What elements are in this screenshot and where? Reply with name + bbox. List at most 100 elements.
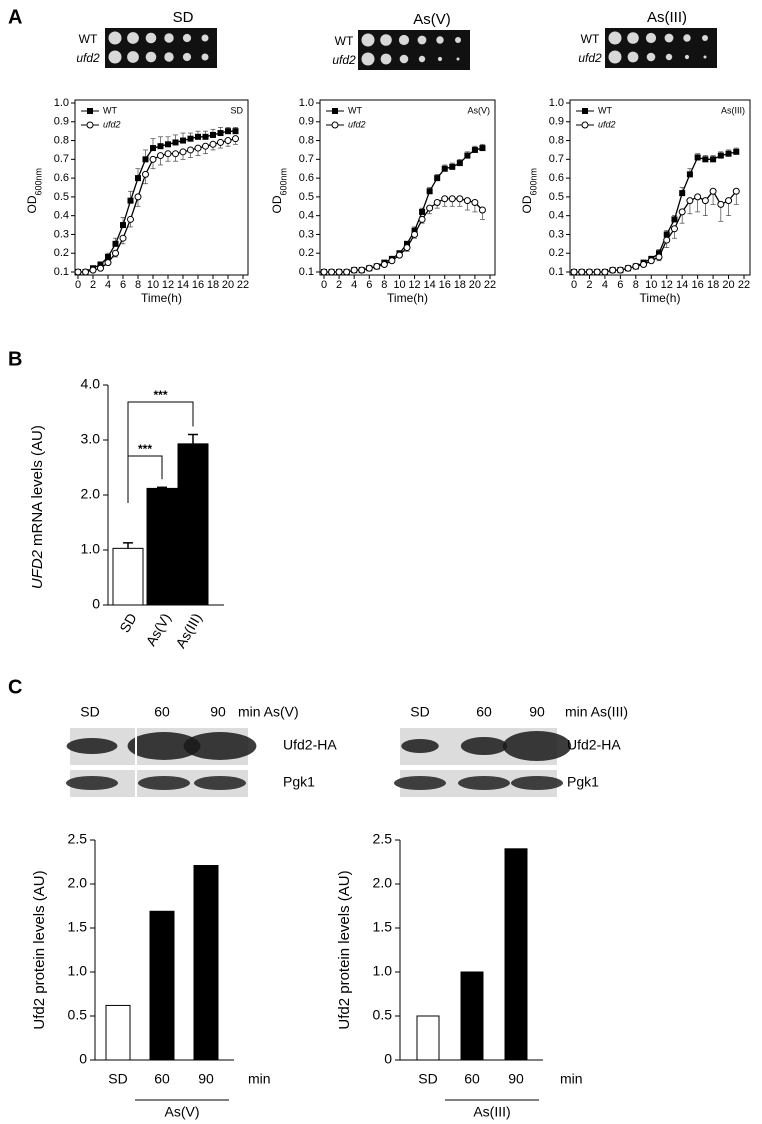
x-tick-label: 90 xyxy=(198,1071,214,1087)
band xyxy=(66,738,118,754)
spot xyxy=(645,32,657,44)
marker xyxy=(180,137,186,144)
spot xyxy=(665,53,673,61)
x-tick-label: 0 xyxy=(75,279,81,291)
strain-label: WT xyxy=(335,34,354,48)
marker xyxy=(74,268,82,276)
marker xyxy=(678,208,686,216)
y-tick-label: 0.7 xyxy=(54,153,69,165)
marker xyxy=(616,266,624,274)
marker xyxy=(225,128,231,135)
y-tick-label: 0.1 xyxy=(549,266,564,278)
y-tick-label: 0.8 xyxy=(549,134,564,146)
x-tick-label: 14 xyxy=(676,279,688,291)
band xyxy=(502,731,572,761)
plot-frame xyxy=(74,99,249,276)
y-tick-label: 0.9 xyxy=(549,116,564,128)
marker xyxy=(165,141,171,148)
y-tick-label: 0.9 xyxy=(54,116,69,128)
y-axis-label-subscript: 600nm xyxy=(33,168,43,196)
marker xyxy=(725,197,733,205)
spot xyxy=(418,55,426,63)
x-tick-label: 2 xyxy=(336,279,342,291)
marker xyxy=(456,160,463,167)
band xyxy=(138,776,190,790)
marker xyxy=(331,121,339,129)
marker xyxy=(395,251,403,259)
lane-label: SD xyxy=(410,704,429,720)
marker xyxy=(97,261,104,268)
series-line xyxy=(574,151,737,273)
spot xyxy=(164,52,174,62)
marker xyxy=(328,268,336,276)
spot xyxy=(456,57,460,61)
marker xyxy=(403,244,411,252)
marker xyxy=(209,140,217,148)
bar xyxy=(460,971,484,1061)
bar xyxy=(416,1015,440,1061)
series-line xyxy=(574,190,737,273)
y-tick-label: 0.1 xyxy=(299,266,314,278)
marker xyxy=(702,156,709,163)
x-tick-label: 12 xyxy=(661,279,673,291)
spot xyxy=(702,35,708,41)
y-tick-label: 0.3 xyxy=(299,228,314,240)
series-line xyxy=(324,198,483,273)
marker xyxy=(419,208,426,215)
marker xyxy=(320,268,328,276)
marker xyxy=(388,257,396,265)
marker xyxy=(426,204,434,212)
marker xyxy=(479,145,486,152)
marker xyxy=(112,249,119,257)
legend-label: WT xyxy=(598,105,612,115)
marker xyxy=(418,215,426,223)
significance-label: *** xyxy=(153,388,167,402)
marker xyxy=(172,150,179,158)
bar xyxy=(146,487,178,606)
y-tick-label: 0 xyxy=(92,596,100,612)
marker xyxy=(732,187,740,195)
marker xyxy=(448,195,456,203)
band xyxy=(183,732,257,760)
y-tick-label: 1.0 xyxy=(54,97,69,109)
legend-label: ufd2 xyxy=(103,119,121,129)
band xyxy=(460,737,508,755)
strain-label: ufd2 xyxy=(332,53,356,67)
marker xyxy=(120,222,126,229)
marker xyxy=(224,137,232,145)
bar xyxy=(177,443,209,606)
y-axis-label-gene: UFD2 xyxy=(29,549,46,589)
spot-image xyxy=(105,28,217,68)
spot xyxy=(436,36,444,44)
marker xyxy=(380,260,388,268)
lane-label: 90 xyxy=(529,704,545,720)
x-tick-label: 16 xyxy=(192,279,204,291)
marker xyxy=(449,163,456,170)
marker xyxy=(157,143,164,150)
spot xyxy=(683,34,691,42)
series-line xyxy=(78,130,236,273)
marker xyxy=(478,206,486,214)
y-tick-label: 4.0 xyxy=(81,376,101,392)
y-tick-label: 1.5 xyxy=(373,919,393,935)
x-tick-label: 12 xyxy=(162,279,174,291)
spot xyxy=(380,34,392,46)
y-tick-label: 0.4 xyxy=(54,210,69,222)
x-tick-label: 22 xyxy=(738,279,750,291)
spot-title: SD xyxy=(173,9,194,26)
spot-title: As(III) xyxy=(647,9,687,26)
chart-title: SD xyxy=(230,105,243,115)
y-axis-label-subscript: 600nm xyxy=(528,168,538,196)
y-tick-label: 0.6 xyxy=(54,172,69,184)
y-tick-label: 0.4 xyxy=(549,210,564,222)
marker xyxy=(593,268,601,276)
marker xyxy=(671,216,678,223)
y-tick-label: 2.5 xyxy=(373,831,393,847)
marker xyxy=(624,264,632,272)
marker xyxy=(82,268,89,276)
bar xyxy=(105,1004,131,1061)
marker xyxy=(694,193,702,201)
y-tick-label: 0.8 xyxy=(299,134,314,146)
protein-label: Pgk1 xyxy=(567,774,599,790)
